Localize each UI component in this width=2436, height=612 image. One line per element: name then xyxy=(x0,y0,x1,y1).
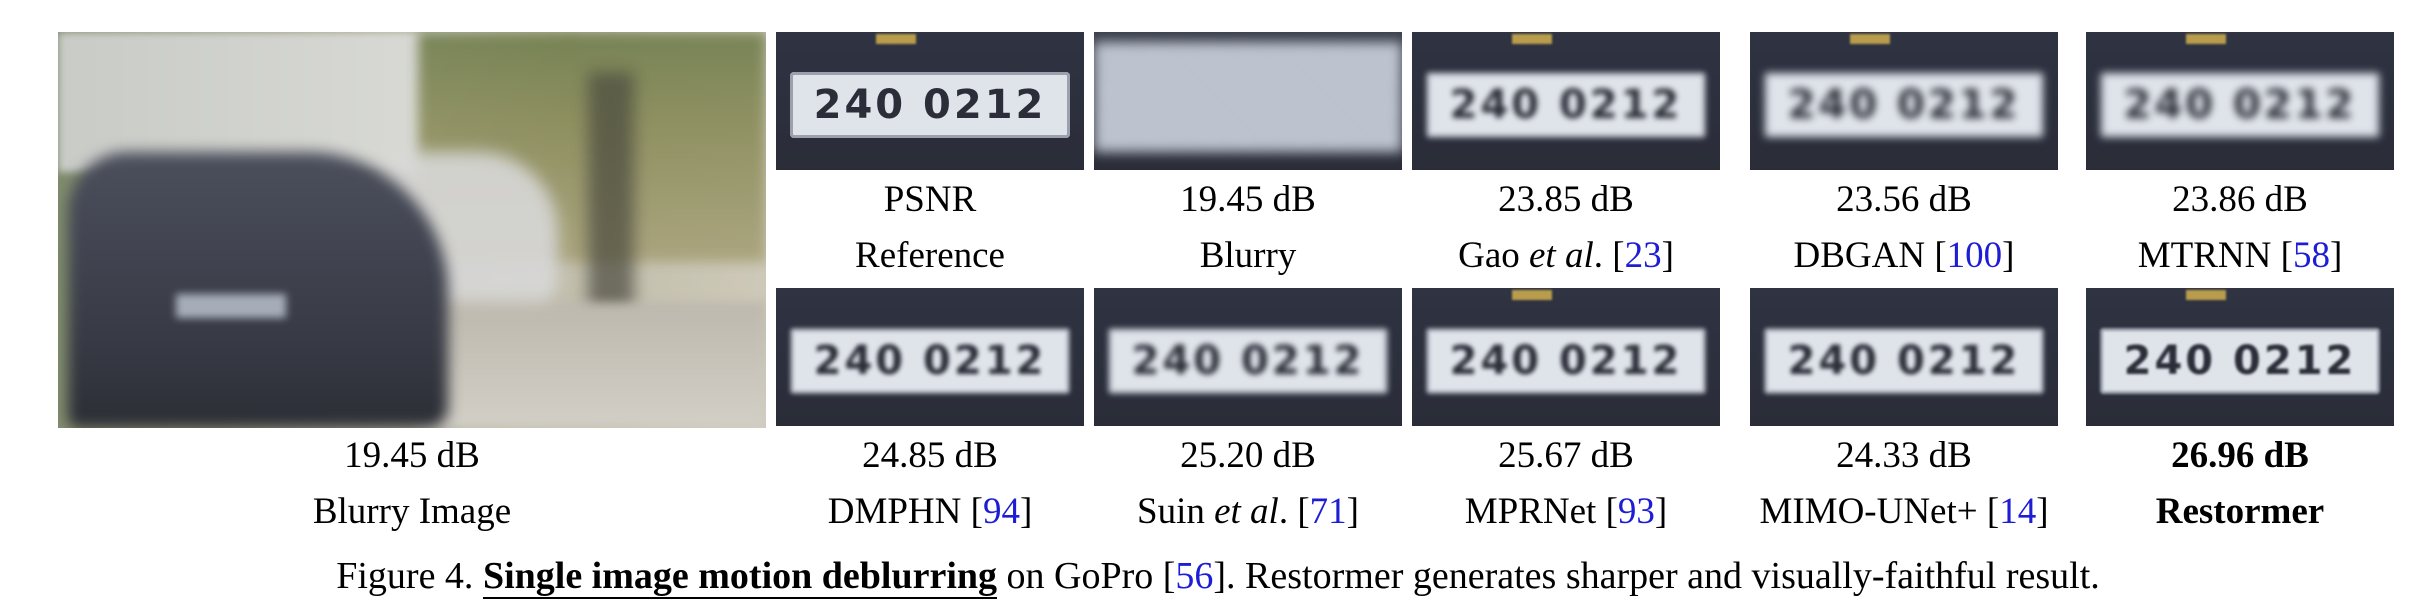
citation-link[interactable]: 14 xyxy=(1999,491,2037,532)
label-mimo-unet: MIMO-UNet+ [14] xyxy=(1759,491,2049,532)
psnr-dmphn: 24.85 dB xyxy=(862,435,998,476)
psnr-gao: 23.85 dB xyxy=(1498,179,1634,220)
label-dbgan: DBGAN [100] xyxy=(1793,235,2015,276)
psnr-header: PSNR xyxy=(883,179,977,220)
plate-text: 240 0212 xyxy=(1449,82,1683,128)
patch-mtrnn: 240 0212 xyxy=(2086,32,2394,170)
citation-link[interactable]: 100 xyxy=(1946,235,2003,276)
plate-text: 240 0212 xyxy=(1787,338,2021,384)
citation-link[interactable]: 93 xyxy=(1617,491,1655,532)
plate-text: 240 0212 xyxy=(2123,82,2357,128)
patch-reference: 240 0212 xyxy=(776,32,1084,170)
plate-text: 240 0212 xyxy=(1131,338,1365,384)
psnr-mimo-unet: 24.33 dB xyxy=(1836,435,1972,476)
citation-link[interactable]: 58 xyxy=(2292,235,2330,276)
blurry-input-image xyxy=(58,32,766,428)
plate-text: 240 0212 xyxy=(1787,82,2021,128)
label-mtrnn: MTRNN [58] xyxy=(2137,235,2343,276)
main-psnr: 19.45 dB xyxy=(344,435,480,476)
psnr-blurry: 19.45 dB xyxy=(1180,179,1316,220)
psnr-dbgan: 23.56 dB xyxy=(1836,179,1972,220)
label-restormer: Restormer xyxy=(2155,491,2325,532)
patch-suin: 240 0212 xyxy=(1094,288,1402,426)
plate-text: 240 0212 xyxy=(2123,338,2357,384)
label-reference: Reference xyxy=(855,235,1005,276)
figure-caption: Figure 4. Single image motion deblurring… xyxy=(336,555,2100,599)
citation-link[interactable]: 56 xyxy=(1175,555,1214,597)
patch-mprnet: 240 0212 xyxy=(1412,288,1720,426)
caption-title: Single image motion deblurring xyxy=(482,555,998,599)
psnr-restormer: 26.96 dB xyxy=(2171,435,2309,476)
patch-gao: 240 0212 xyxy=(1412,32,1720,170)
psnr-mtrnn: 23.86 dB xyxy=(2172,179,2308,220)
label-dmphn: DMPHN [94] xyxy=(827,491,1033,532)
patch-dmphn: 240 0212 xyxy=(776,288,1084,426)
plate-text: 240 0212 xyxy=(1449,338,1683,384)
citation-link[interactable]: 23 xyxy=(1624,235,1662,276)
label-mprnet: MPRNet [93] xyxy=(1464,491,1668,532)
plate-text: 240 0212 xyxy=(813,82,1047,128)
main-label: Blurry Image xyxy=(312,491,512,532)
citation-link[interactable]: 94 xyxy=(982,491,1020,532)
plate-text: 240 0212 xyxy=(813,338,1047,384)
patch-restormer: 240 0212 xyxy=(2086,288,2394,426)
label-gao: Gao et al. [23] xyxy=(1458,235,1674,276)
patch-mimo-unet: 240 0212 xyxy=(1750,288,2058,426)
psnr-suin: 25.20 dB xyxy=(1180,435,1316,476)
psnr-mprnet: 25.67 dB xyxy=(1498,435,1634,476)
label-suin: Suin et al. [71] xyxy=(1137,491,1359,532)
patch-dbgan: 240 0212 xyxy=(1750,32,2058,170)
patch-blurry xyxy=(1094,32,1402,170)
label-blurry: Blurry xyxy=(1199,235,1297,276)
citation-link[interactable]: 71 xyxy=(1309,491,1347,532)
